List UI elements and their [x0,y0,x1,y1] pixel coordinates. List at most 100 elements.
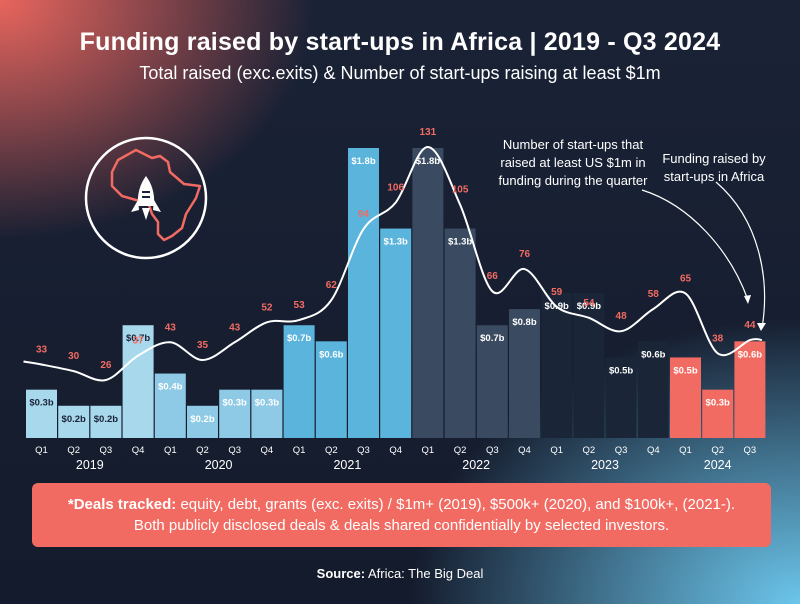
funding-bar [315,341,347,438]
funding-bar-label: $0.9b [577,301,601,312]
startup-count-label: 53 [294,300,306,311]
quarter-tick-label: Q4 [647,445,660,456]
quarter-tick-label: Q2 [583,445,596,456]
funding-bar-label: $0.3b [223,398,247,409]
startup-count-label: 76 [519,249,531,260]
deals-note: *Deals tracked: equity, debt, grants (ex… [32,483,771,547]
funding-bar-label: $0.7b [287,333,311,344]
startup-count-label: 62 [326,280,338,291]
quarter-tick-label: Q1 [164,445,177,456]
startup-count-label: 35 [197,340,209,351]
startup-count-label: 59 [551,287,563,298]
funding-bar [476,325,508,438]
funding-bar [734,341,766,438]
count-line-arrow [641,189,749,301]
quarter-tick-label: Q3 [486,445,499,456]
quarter-tick-label: Q2 [67,445,80,456]
funding-bar [702,389,734,438]
source: Source: Africa: The Big Deal [0,566,800,581]
startup-count-label: 43 [165,322,177,333]
funding-bar [283,325,315,438]
startup-count-label: 94 [358,209,370,220]
year-label: 2023 [591,458,619,472]
startup-count-label: 54 [583,298,595,309]
year-label: 2020 [205,458,233,472]
funding-bar-label: $1.3b [448,237,472,248]
funding-bar [58,405,90,438]
startup-count-label: 52 [261,302,273,313]
deals-note-line2: Both publicly disclosed deals & deals sh… [133,517,670,534]
funding-bar-label: $0.6b [319,349,343,360]
funding-bar-label: $0.2b [190,414,214,425]
quarter-tick-label: Q2 [454,445,467,456]
funding-annotation: Funding raised by start-ups in Africa [662,151,766,184]
funding-bar [605,357,637,438]
startup-count-label: 33 [36,344,48,355]
startup-count-label: 48 [616,311,628,322]
funding-bar-label: $0.3b [29,398,53,409]
funding-bar [26,389,57,438]
funding-bar-label: $0.5b [673,365,697,376]
quarter-tick-label: Q3 [357,445,370,456]
funding-bar [412,148,444,438]
startup-count-label: 26 [100,360,112,371]
year-label: 2024 [704,458,732,472]
quarter-tick-label: Q2 [325,445,338,456]
startup-count-label: 65 [680,273,692,284]
quarter-tick-label: Q3 [100,445,113,456]
year-label: 2022 [462,458,490,472]
year-label: 2021 [333,458,361,472]
deals-note-text: equity, debt, grants (exc. exits) / $1m+… [176,496,736,513]
quarter-tick-label: Q3 [744,445,757,456]
funding-bar [219,389,251,438]
funding-bar-label: $0.6b [738,349,762,360]
funding-arrowhead [757,323,766,331]
funding-bar [90,405,122,438]
quarter-tick-label: Q4 [132,445,145,456]
funding-bar-label: $1.8b [416,156,440,167]
startup-count-label: 30 [68,351,80,362]
chart-title: Funding raised by start-ups in Africa | … [79,28,721,56]
chart-subtitle: Total raised (exc.exits) & Number of sta… [139,63,661,83]
count-line-annotation: Number of start-ups that raised at least… [498,137,648,188]
funding-bar-label: $0.5b [609,365,633,376]
funding-bar-label: $0.4b [158,382,182,393]
deals-note-bold: *Deals tracked: [67,496,177,513]
funding-bar-label: $0.2b [62,414,86,425]
funding-bar [509,309,540,438]
africa-rocket-icon [84,136,208,260]
funding-bar [154,373,186,438]
startup-count-label: 38 [712,333,724,344]
funding-bar [122,325,154,438]
startup-count-label: 58 [648,289,660,300]
startup-count-label: 106 [387,182,404,193]
funding-bar-label: $0.2b [94,414,118,425]
quarter-tick-label: Q2 [711,445,724,456]
funding-bar [444,228,476,438]
funding-bar-label: $0.7b [126,333,150,344]
funding-bar-label: $0.6b [641,349,665,360]
funding-bar [380,228,412,438]
quarter-tick-label: Q4 [389,445,402,456]
quarter-tick-label: Q3 [615,445,628,456]
funding-arrow [715,181,766,329]
funding-bar [187,405,218,438]
quarter-tick-label: Q1 [35,445,48,456]
quarter-tick-label: Q1 [293,445,306,456]
quarter-tick-label: Q1 [550,445,563,456]
funding-bar [670,357,701,438]
source-text: Africa: The Big Deal [365,566,484,581]
funding-bar-label: $1.3b [384,237,408,248]
quarter-tick-label: Q4 [518,445,531,456]
chart: $0.3b $0.2b $0.2b $0.7b $0.4b $0.2b $0.3b $0.3b… [26,127,766,472]
startup-count-label: 66 [487,271,499,282]
funding-bar-label: $0.3b [255,398,279,409]
funding-bar-label: $0.7b [480,333,504,344]
source-label: Source: [316,566,366,581]
startup-count-label: 105 [452,185,469,196]
startup-count-label: 131 [420,127,437,138]
year-label: 2019 [76,458,104,472]
startup-count-label: 43 [229,322,241,333]
funding-bar-label: $0.3b [706,398,730,409]
quarter-tick-label: Q1 [422,445,435,456]
